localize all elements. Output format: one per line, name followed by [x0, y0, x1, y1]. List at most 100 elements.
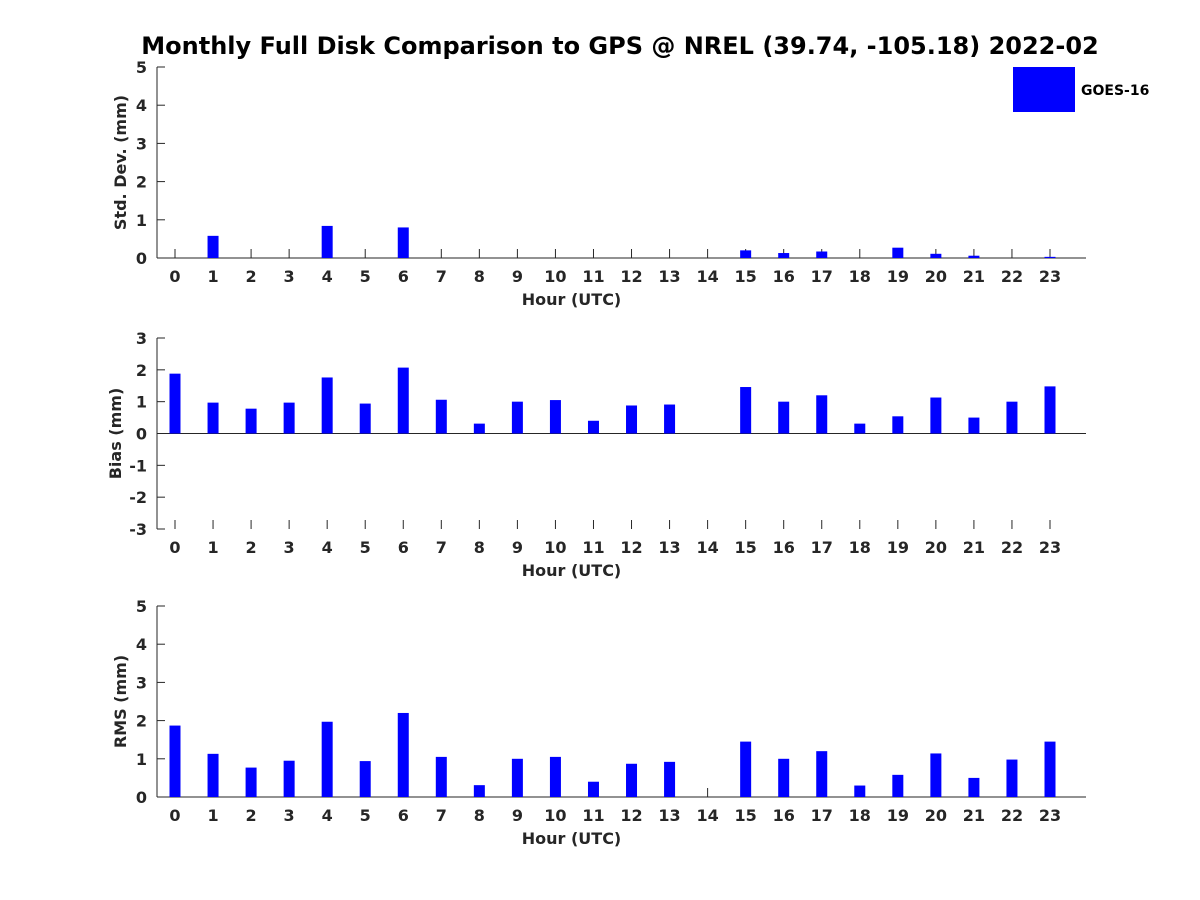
x-tick-label: 14	[696, 267, 718, 286]
x-tick-label: 19	[887, 538, 909, 557]
bar-hour-9	[511, 758, 523, 797]
bar-hour-6	[397, 712, 409, 797]
x-tick-label: 12	[620, 806, 642, 825]
bar-hour-22	[1006, 759, 1018, 797]
y-tick-label: 1	[136, 211, 147, 230]
x-tick-label: 11	[582, 267, 604, 286]
x-tick-label: 20	[925, 538, 947, 557]
x-tick-label: 0	[169, 806, 180, 825]
bar-hour-5	[359, 761, 371, 797]
x-tick-label: 20	[925, 806, 947, 825]
bar-hour-12	[626, 405, 638, 434]
bar-hour-3	[283, 760, 295, 797]
bar-hour-2	[245, 408, 257, 434]
x-tick-label: 19	[887, 267, 909, 286]
x-tick-label: 4	[322, 806, 333, 825]
x-tick-label: 1	[207, 806, 218, 825]
bar-hour-20	[930, 253, 942, 258]
x-tick-label: 7	[436, 538, 447, 557]
x-tick-label: 14	[696, 806, 718, 825]
legend: GOES-16	[1013, 67, 1149, 112]
bar-hour-17	[816, 395, 828, 434]
x-tick-label: 3	[284, 806, 295, 825]
bar-hour-20	[930, 753, 942, 797]
x-tick-label: 12	[620, 267, 642, 286]
x-tick-label: 9	[512, 806, 523, 825]
bar-hour-19	[892, 774, 904, 797]
bar-hour-2	[245, 767, 257, 797]
x-tick-label: 4	[322, 267, 333, 286]
x-tick-label: 19	[887, 806, 909, 825]
x-tick-label: 0	[169, 538, 180, 557]
x-tick-label: 2	[246, 538, 257, 557]
bar-hour-9	[511, 401, 523, 434]
bar-hour-5	[359, 403, 371, 434]
x-tick-label: 5	[360, 538, 371, 557]
x-tick-label: 9	[512, 267, 523, 286]
x-tick-label: 13	[658, 267, 680, 286]
x-tick-label: 10	[544, 806, 566, 825]
x-tick-label: 22	[1001, 538, 1023, 557]
x-tick-label: 6	[398, 806, 409, 825]
bar-hour-3	[283, 402, 295, 434]
x-tick-label: 15	[735, 267, 757, 286]
x-tick-label: 10	[544, 538, 566, 557]
bar-hour-7	[435, 756, 447, 797]
x-tick-label: 1	[207, 267, 218, 286]
bar-hour-4	[321, 721, 333, 797]
x-tick-label: 11	[582, 806, 604, 825]
x-tick-label: 18	[849, 267, 871, 286]
bar-hour-8	[473, 423, 485, 434]
x-tick-label: 7	[436, 267, 447, 286]
bar-hour-21	[968, 777, 980, 797]
x-tick-label: 23	[1039, 806, 1061, 825]
x-tick-label: 16	[773, 267, 795, 286]
x-tick-label: 18	[849, 538, 871, 557]
y-tick-label: 5	[136, 58, 147, 77]
x-tick-label: 3	[284, 267, 295, 286]
bar-hour-1	[207, 402, 219, 434]
x-tick-label: 8	[474, 806, 485, 825]
x-tick-label: 18	[849, 806, 871, 825]
bar-hour-23	[1044, 741, 1056, 797]
x-tick-label: 22	[1001, 806, 1023, 825]
bar-hour-15	[740, 741, 752, 797]
bar-hour-18	[854, 785, 866, 797]
x-tick-label: 11	[582, 538, 604, 557]
x-tick-label: 2	[246, 806, 257, 825]
bar-hour-8	[473, 785, 485, 797]
x-tick-label: 17	[811, 267, 833, 286]
x-tick-label: 10	[544, 267, 566, 286]
bar-hour-1	[207, 753, 219, 797]
bar-hour-13	[664, 404, 676, 434]
y-tick-label: 2	[136, 712, 147, 731]
y-tick-label: 2	[136, 361, 147, 380]
x-axis-label: Hour (UTC)	[522, 290, 622, 309]
y-tick-label: 5	[136, 597, 147, 616]
y-tick-label: 2	[136, 173, 147, 192]
x-axis-label: Hour (UTC)	[522, 829, 622, 848]
y-axis-label: RMS (mm)	[111, 655, 130, 748]
y-tick-label: 4	[136, 635, 147, 654]
x-tick-label: 2	[246, 267, 257, 286]
y-tick-label: 0	[136, 788, 147, 807]
x-tick-label: 6	[398, 267, 409, 286]
y-axis-label: Std. Dev. (mm)	[111, 95, 130, 230]
bar-hour-22	[1006, 401, 1018, 434]
x-tick-label: 0	[169, 267, 180, 286]
bar-hour-11	[587, 420, 599, 434]
bar-hour-23	[1044, 386, 1056, 434]
bar-hour-4	[321, 377, 333, 434]
bar-hour-0	[169, 725, 181, 797]
bar-hour-16	[778, 253, 790, 258]
y-tick-label: 4	[136, 96, 147, 115]
bar-hour-7	[435, 399, 447, 434]
x-tick-label: 17	[811, 806, 833, 825]
x-tick-label: 7	[436, 806, 447, 825]
bar-hour-15	[740, 250, 752, 258]
bar-hour-10	[549, 756, 561, 797]
bar-hour-1	[207, 235, 219, 258]
bar-hour-19	[892, 247, 904, 258]
